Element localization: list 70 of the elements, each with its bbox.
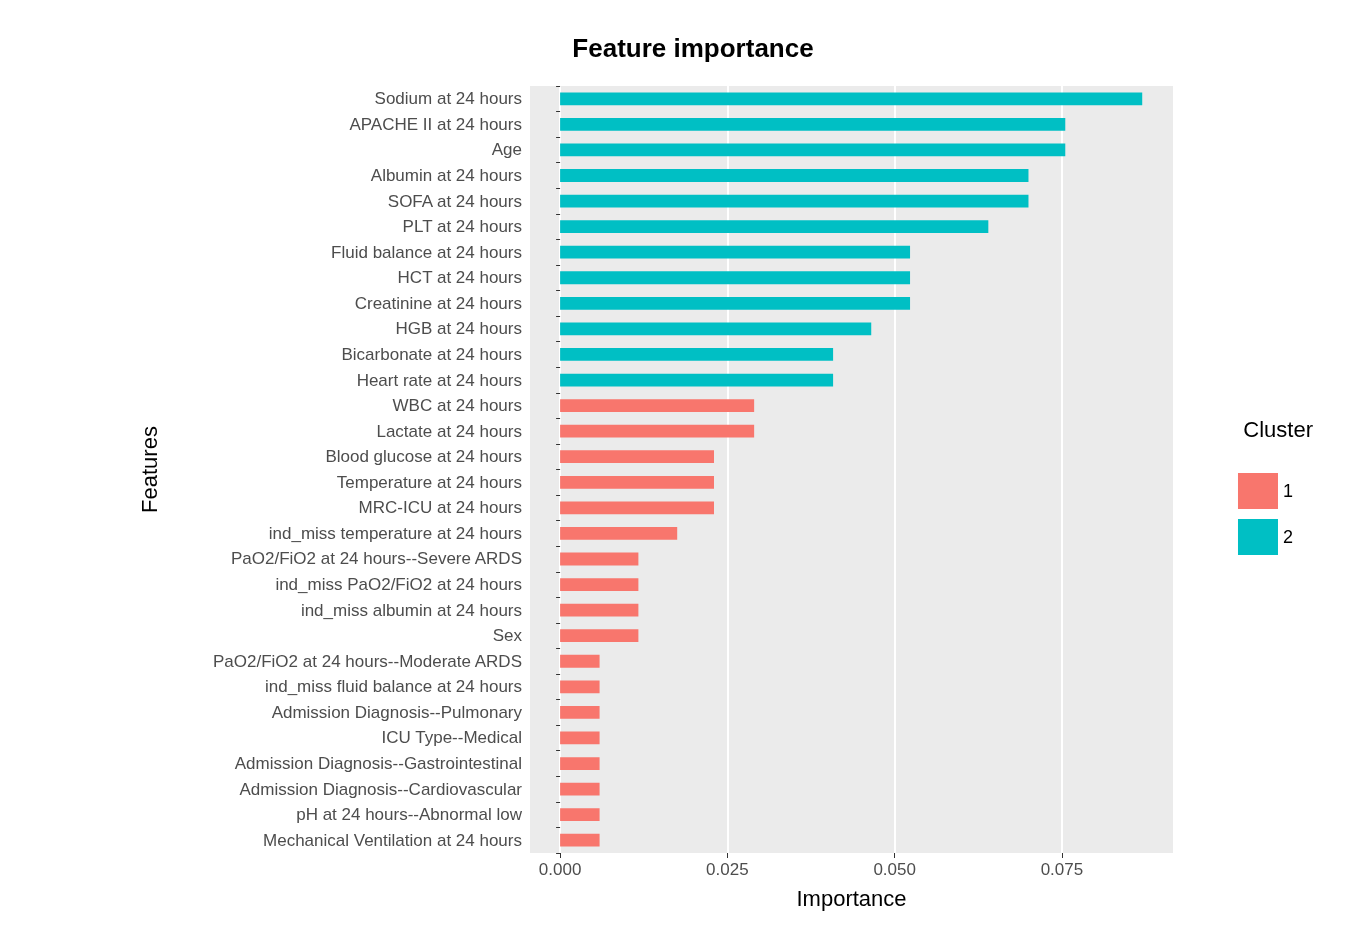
bar xyxy=(560,399,755,412)
y-tick-label: ind_miss albumin at 24 hours xyxy=(300,600,522,620)
y-tick-label: PLT at 24 hours xyxy=(402,217,522,237)
bar xyxy=(560,424,755,438)
bar xyxy=(560,322,872,336)
y-tick-label: ind_miss temperature at 24 hours xyxy=(268,523,522,543)
bar xyxy=(560,782,600,796)
bar xyxy=(560,654,600,668)
bar xyxy=(560,501,714,515)
y-tick-label: PaO2/FiO2 at 24 hours--Moderate ARDS xyxy=(213,651,522,671)
legend-title: Cluster xyxy=(1243,416,1313,442)
bar xyxy=(560,296,911,310)
bar xyxy=(560,475,714,489)
bar xyxy=(560,143,1066,157)
y-tick-label: APACHE II at 24 hours xyxy=(349,114,522,134)
y-tick-label: Sodium at 24 hours xyxy=(374,89,522,109)
y-tick-label: Admission Diagnosis--Pulmonary xyxy=(271,702,523,722)
y-tick-label: MRC-ICU at 24 hours xyxy=(358,498,522,518)
y-tick-label: Temperature at 24 hours xyxy=(336,472,522,492)
y-tick-label: Admission Diagnosis--Cardiovascular xyxy=(239,779,523,799)
bar xyxy=(560,629,639,643)
y-tick-label: Admission Diagnosis--Gastrointestinal xyxy=(234,754,522,774)
y-tick-label: Sex xyxy=(492,626,523,646)
bar xyxy=(560,603,639,617)
bar xyxy=(560,271,911,285)
y-tick-label: Age xyxy=(491,140,522,160)
bar xyxy=(560,169,1029,182)
x-axis-title: Importance xyxy=(796,885,907,911)
y-tick-label: Heart rate at 24 hours xyxy=(356,370,522,390)
bar xyxy=(560,552,639,566)
x-tick-label: 0.075 xyxy=(1040,860,1084,879)
bar xyxy=(560,527,678,540)
bar xyxy=(560,92,1143,106)
bar xyxy=(560,578,639,591)
y-tick-label: pH at 24 hours--Abnormal low xyxy=(296,805,523,825)
bar xyxy=(560,808,600,822)
legend-label: 1 xyxy=(1282,481,1293,501)
y-tick-label: Bicarbonate at 24 hours xyxy=(341,344,522,364)
bar xyxy=(560,117,1066,131)
legend-label: 2 xyxy=(1282,527,1293,547)
x-tick-label: 0.050 xyxy=(873,860,916,879)
y-tick-label: PaO2/FiO2 at 24 hours--Severe ARDS xyxy=(230,549,522,569)
bar xyxy=(560,220,989,234)
bar xyxy=(560,194,1029,208)
y-tick-label: SOFA at 24 hours xyxy=(387,191,522,211)
y-tick-label: Blood glucose at 24 hours xyxy=(325,447,522,467)
bar xyxy=(560,757,600,770)
y-tick-label: Albumin at 24 hours xyxy=(370,165,522,185)
y-tick-label: Creatinine at 24 hours xyxy=(354,293,522,313)
x-tick-label: 0.025 xyxy=(706,860,749,879)
bar xyxy=(560,833,600,847)
bar xyxy=(560,705,600,719)
y-tick-label: Mechanical Ventilation at 24 hours xyxy=(263,830,522,850)
y-tick-label: HCT at 24 hours xyxy=(397,268,522,288)
y-axis-title: Features xyxy=(136,426,162,513)
y-tick-label: ICU Type--Medical xyxy=(381,728,522,748)
y-tick-label: HGB at 24 hours xyxy=(395,319,522,339)
y-tick-label: Fluid balance at 24 hours xyxy=(331,242,522,262)
bar xyxy=(560,245,911,259)
bar xyxy=(560,373,834,387)
y-tick-label: WBC at 24 hours xyxy=(392,396,522,416)
y-tick-label: ind_miss PaO2/FiO2 at 24 hours xyxy=(275,575,522,595)
y-tick-label: Lactate at 24 hours xyxy=(376,421,522,441)
bar xyxy=(560,450,714,464)
chart-title: Feature importance xyxy=(572,33,814,63)
bar xyxy=(560,680,600,694)
bar xyxy=(560,731,600,745)
y-tick-label: ind_miss fluid balance at 24 hours xyxy=(264,677,522,697)
x-tick-label: 0.000 xyxy=(538,860,582,879)
bar xyxy=(560,348,834,361)
